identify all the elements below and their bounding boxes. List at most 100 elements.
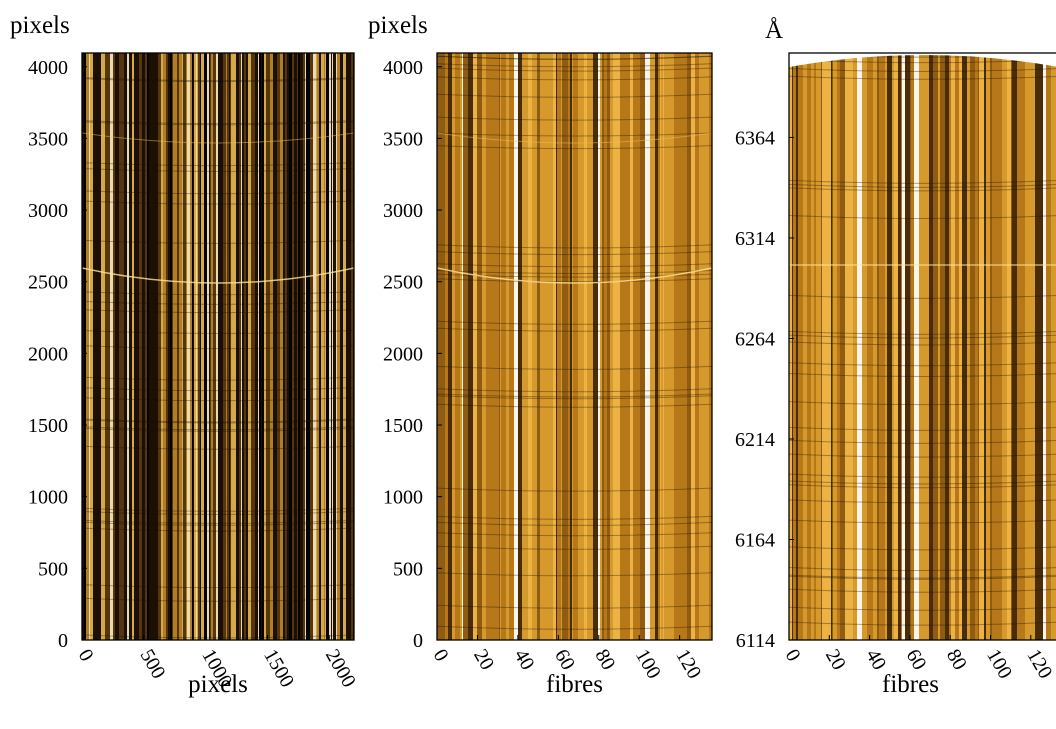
image-stripe bbox=[959, 53, 962, 640]
x-axis-label: fibres bbox=[546, 671, 603, 698]
x-tick-label: 0 bbox=[429, 646, 453, 666]
image-stripe bbox=[822, 53, 827, 640]
image-streak bbox=[437, 395, 712, 400]
image-stripe bbox=[289, 53, 292, 640]
image-stripe bbox=[568, 53, 570, 640]
image-stripe bbox=[967, 53, 970, 640]
image-stripe bbox=[894, 53, 898, 640]
image-streak bbox=[437, 145, 712, 150]
image-streak bbox=[789, 499, 1056, 504]
image-stripe bbox=[1025, 53, 1030, 640]
image-stripe bbox=[929, 53, 933, 640]
image-streak bbox=[82, 120, 354, 125]
image-streak bbox=[82, 507, 354, 512]
image-stripe bbox=[331, 53, 332, 640]
image-stripe bbox=[622, 53, 623, 640]
image-stripe bbox=[142, 53, 145, 640]
image-streak bbox=[789, 574, 1056, 579]
image-stripe bbox=[246, 53, 247, 640]
image-stripe bbox=[96, 53, 99, 640]
x-axis-label: fibres bbox=[882, 671, 939, 698]
image-streak bbox=[789, 334, 1056, 339]
image bbox=[82, 53, 354, 640]
image-stripe bbox=[914, 53, 919, 640]
image-stripe bbox=[306, 53, 307, 640]
image-stripe bbox=[84, 53, 86, 640]
image-stripe bbox=[234, 53, 236, 640]
image-stripe bbox=[156, 53, 158, 640]
image-stripe bbox=[324, 53, 325, 640]
image-stripe bbox=[699, 53, 703, 640]
image-streak bbox=[789, 567, 1056, 572]
image-stripe bbox=[833, 53, 837, 640]
image-stripe bbox=[853, 53, 857, 640]
image-stripe bbox=[266, 53, 267, 640]
image-stripe bbox=[1012, 53, 1017, 640]
y-tick-label: 6214 bbox=[735, 429, 775, 451]
image-stripe bbox=[547, 53, 548, 640]
image-streak bbox=[82, 162, 354, 167]
image-stripe bbox=[86, 53, 89, 640]
image-stripe bbox=[587, 53, 592, 640]
image-stripe bbox=[93, 53, 96, 640]
image-stripe bbox=[796, 53, 798, 640]
x-tick-label: 100 bbox=[631, 646, 665, 683]
image-stripe bbox=[561, 53, 562, 640]
image-stripe bbox=[247, 53, 248, 640]
image-stripe bbox=[970, 53, 975, 640]
image-stripe bbox=[557, 53, 561, 640]
image-stripe bbox=[709, 53, 712, 640]
image-stripe bbox=[553, 53, 556, 640]
image-stripe bbox=[155, 53, 156, 640]
image-stripe bbox=[172, 53, 173, 640]
image-stripe bbox=[598, 53, 600, 640]
image-streak bbox=[789, 187, 1056, 192]
image-stripe bbox=[522, 53, 524, 640]
image-stripe bbox=[658, 53, 660, 640]
image-stripe bbox=[528, 53, 529, 640]
image-stripe bbox=[1011, 53, 1012, 640]
image-stripe bbox=[882, 53, 885, 640]
image-streak bbox=[82, 77, 354, 82]
image-streak bbox=[82, 121, 354, 126]
image-streak bbox=[437, 67, 712, 72]
y-tick-label: 4000 bbox=[28, 57, 68, 79]
image-stripe bbox=[867, 53, 868, 640]
image-stripe bbox=[182, 53, 183, 640]
image-stripe bbox=[204, 53, 207, 640]
image-streak bbox=[437, 487, 712, 492]
image-stripe bbox=[593, 53, 598, 640]
y-tick-label: 2500 bbox=[28, 272, 68, 294]
image-stripe bbox=[620, 53, 622, 640]
image-streak bbox=[789, 453, 1056, 458]
image-stripe bbox=[468, 53, 473, 640]
image-stripe bbox=[607, 53, 610, 640]
image-stripe bbox=[179, 53, 182, 640]
image-stripe bbox=[90, 53, 93, 640]
image-stripe bbox=[350, 53, 351, 640]
image-stripe bbox=[978, 53, 979, 640]
image-stripe bbox=[816, 53, 821, 640]
image-stripe bbox=[660, 53, 661, 640]
image-sky-line bbox=[82, 132, 354, 144]
image-streak bbox=[437, 532, 712, 537]
image-streak bbox=[437, 269, 712, 274]
image-stripe bbox=[442, 53, 445, 640]
image-stripe bbox=[300, 53, 303, 640]
image-stripe bbox=[437, 53, 442, 640]
y-tick-label: 2000 bbox=[28, 343, 68, 365]
image-stripe bbox=[1023, 53, 1025, 640]
image-stripe bbox=[183, 53, 186, 640]
image-stripe bbox=[1017, 53, 1021, 640]
image-streak bbox=[82, 376, 354, 381]
image-stripe bbox=[902, 53, 905, 640]
image-stripe bbox=[951, 53, 955, 640]
image-streak bbox=[437, 63, 712, 68]
image-stripe bbox=[887, 53, 892, 640]
image-stripe bbox=[792, 53, 793, 640]
image-stripe bbox=[297, 53, 298, 640]
image-stripe bbox=[665, 53, 669, 640]
image-stripe bbox=[945, 53, 949, 640]
image-stripe bbox=[139, 53, 142, 640]
image-stripe bbox=[501, 53, 506, 640]
